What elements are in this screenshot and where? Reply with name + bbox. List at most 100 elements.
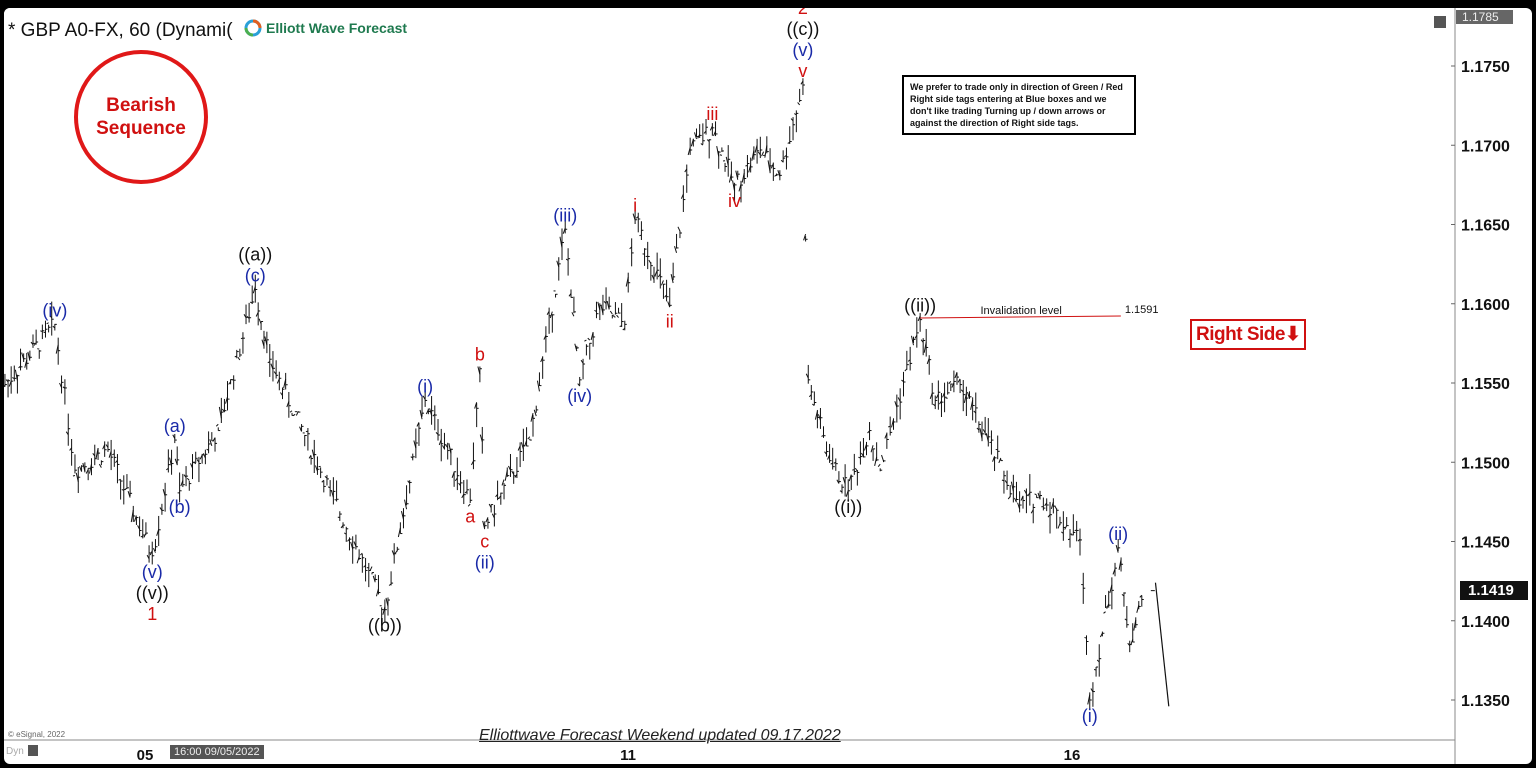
ohlc-bar — [1136, 601, 1141, 613]
ohlc-bar — [616, 307, 621, 318]
ohlc-bar — [156, 515, 161, 546]
ohlc-bar — [1054, 505, 1059, 529]
ohlc-bar — [258, 318, 264, 331]
wave-label: iv — [728, 191, 741, 211]
ohlc-bar — [920, 338, 926, 356]
ohlc-bar — [577, 376, 582, 387]
ohlc-bar — [225, 381, 230, 411]
ohlc-bar — [848, 474, 854, 490]
ohlc-bar — [419, 395, 425, 420]
ohlc-bar — [797, 88, 802, 106]
ohlc-bar — [5, 379, 11, 398]
restore-window-icon[interactable] — [1434, 16, 1446, 28]
ohlc-bar — [790, 117, 796, 141]
ohlc-bar — [1130, 623, 1135, 646]
ohlc-bar — [852, 453, 857, 475]
ohlc-bar — [343, 526, 349, 542]
ohlc-bar — [700, 123, 705, 146]
ohlc-bar — [697, 124, 702, 139]
ohlc-bar — [667, 287, 672, 308]
ohlc-bar — [942, 382, 947, 413]
ohlc-bar — [787, 126, 792, 145]
ohlc-bar — [970, 397, 975, 421]
ohlc-bar — [118, 478, 123, 500]
ohlc-bar — [82, 462, 87, 473]
ohlc-bar — [177, 472, 182, 503]
ohlc-bar — [143, 522, 148, 538]
ohlc-bar — [562, 215, 568, 234]
ohlc-bar — [684, 164, 689, 193]
ohlc-bar — [286, 391, 291, 418]
ohlc-bar — [549, 311, 555, 333]
projection-line — [1154, 582, 1170, 707]
ohlc-bar — [926, 355, 932, 375]
ohlc-bar — [388, 571, 394, 586]
ohlc-bar — [884, 432, 889, 449]
wave-label: ((b)) — [368, 616, 402, 636]
ohlc-bar — [1027, 474, 1032, 506]
wave-label: (b) — [169, 497, 191, 517]
ohlc-bar — [584, 339, 589, 356]
ohlc-bar — [881, 454, 886, 463]
ohlc-bar — [517, 442, 523, 468]
ohlc-bar — [821, 426, 826, 438]
ohlc-bar — [590, 332, 596, 347]
ohlc-bar — [477, 366, 482, 383]
ohlc-bar — [295, 411, 301, 416]
ohlc-bar — [270, 351, 275, 382]
ohlc-bar — [808, 384, 814, 400]
wave-label: ii — [666, 311, 674, 331]
ohlc-bar — [115, 454, 120, 484]
ohlc-bar — [137, 516, 142, 537]
ohlc-bar — [231, 375, 236, 390]
ohlc-bar — [276, 371, 282, 391]
ohlc-bar — [979, 421, 985, 442]
ohlc-bar — [574, 343, 579, 352]
ohlc-bar — [85, 467, 91, 481]
ohlc-bar — [442, 432, 447, 450]
ohlc-bar — [375, 575, 381, 597]
ohlc-bar — [124, 474, 129, 490]
ohlc-bar — [629, 238, 634, 267]
ohlc-bar — [92, 444, 97, 466]
ohlc-bar — [812, 391, 817, 406]
invalidation-line — [920, 315, 1121, 319]
ohlc-bar — [794, 110, 799, 133]
ohlc-bar — [98, 460, 104, 468]
ohlc-bar — [670, 262, 676, 284]
y-tick-label: 1.1750 — [1461, 59, 1510, 76]
ohlc-bar — [757, 136, 763, 159]
wave-label: (iv) — [42, 300, 67, 320]
ohlc-bar — [660, 280, 666, 299]
wave-label: ((c)) — [786, 19, 819, 39]
ohlc-bar — [960, 380, 966, 412]
ohlc-bar — [677, 226, 682, 239]
copyright: © eSignal, 2022 — [8, 730, 66, 739]
price-chart[interactable]: 1.1350 1.1400 1.1450 1.1500 1.1550 1.1600 1.16… — [4, 8, 1532, 764]
right-side-tag: Right Side⬇ — [1190, 319, 1307, 350]
ohlc-bar — [404, 485, 409, 510]
ohlc-bar — [234, 349, 239, 359]
ohlc-bar — [1067, 529, 1073, 548]
ohlc-bar — [935, 380, 941, 410]
ohlc-bar — [674, 233, 679, 253]
ohlc-bar — [1004, 470, 1010, 490]
ohlc-bar — [314, 456, 320, 475]
chart-window: 1.1350 1.1400 1.1450 1.1500 1.1550 1.1600 1.16… — [4, 8, 1532, 764]
y-tick-label: 1.1550 — [1461, 376, 1510, 393]
bearish-sequence-badge: Bearish Sequence — [74, 50, 208, 184]
ohlc-bar — [725, 145, 731, 177]
lock-icon[interactable] — [28, 745, 38, 756]
ohlc-bar — [162, 482, 168, 512]
ohlc-bar — [1118, 557, 1124, 572]
ohlc-bar — [728, 161, 734, 183]
ohlc-bar — [954, 371, 960, 385]
ohlc-bar — [867, 422, 872, 441]
wave-label: ((v)) — [136, 583, 169, 603]
ohlc-bar — [894, 394, 899, 423]
ohlc-bar — [240, 332, 245, 354]
ohlc-bar — [632, 207, 638, 224]
ohlc-bar — [491, 504, 497, 527]
ohlc-bar — [508, 453, 513, 477]
ohlc-bar — [40, 324, 45, 340]
